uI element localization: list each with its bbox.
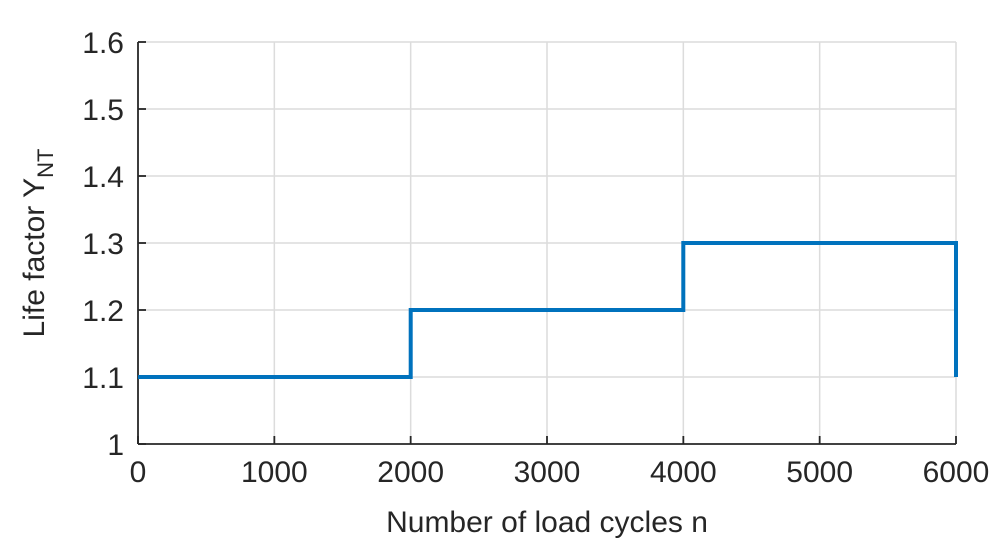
- y-tick-label: 1.4: [82, 161, 124, 194]
- y-tick-label: 1.5: [82, 94, 124, 127]
- y-tick-label: 1.3: [82, 228, 124, 261]
- x-tick-label: 0: [130, 456, 147, 489]
- y-tick-label: 1.1: [82, 362, 124, 395]
- y-axis-label-subscript: NT: [33, 149, 58, 178]
- x-axis-label: Number of load cycles n: [386, 506, 708, 539]
- x-tick-label: 2000: [377, 456, 444, 489]
- y-tick-label: 1.6: [82, 27, 124, 60]
- y-tick-label: 1: [107, 429, 124, 462]
- data-series: [138, 241, 958, 379]
- x-tick-label: 5000: [786, 456, 853, 489]
- series-line: [138, 241, 958, 379]
- y-tick-label: 1.2: [82, 295, 124, 328]
- x-tick-label: 3000: [514, 456, 581, 489]
- x-tick-label: 4000: [650, 456, 717, 489]
- x-tick-label: 1000: [241, 456, 308, 489]
- y-axis-label-base: Life factor Y: [18, 178, 51, 338]
- tick-labels: 0 1000 2000 3000 4000 5000 6000 1 1.1 1.2 1.3 1.4 1.…: [82, 27, 989, 489]
- y-axis-label: Life factor YNT: [18, 149, 58, 338]
- x-tick-label: 6000: [923, 456, 990, 489]
